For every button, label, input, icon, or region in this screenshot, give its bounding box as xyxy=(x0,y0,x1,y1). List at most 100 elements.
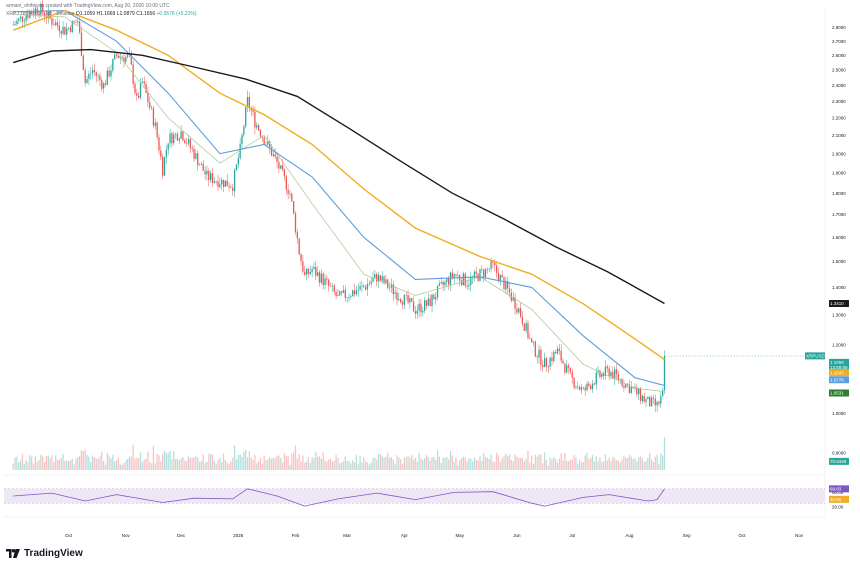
volume-bar xyxy=(503,455,505,470)
candle-body xyxy=(66,28,68,35)
volume-bar xyxy=(599,457,601,470)
volume-bar xyxy=(125,460,127,470)
volume-bar xyxy=(656,454,658,470)
volume-bar xyxy=(304,462,306,470)
candle-body xyxy=(479,269,481,281)
x-tick-label: Aug xyxy=(625,533,634,538)
volume-bar xyxy=(154,463,156,470)
volume-bar xyxy=(634,458,636,470)
candle-body xyxy=(529,337,531,339)
candle-body xyxy=(488,268,490,270)
volume-bar xyxy=(564,452,566,470)
volume-bar xyxy=(424,458,426,470)
volume-bar xyxy=(186,461,188,470)
candle-body xyxy=(364,287,367,290)
volume-bar xyxy=(377,453,380,470)
volume-bar xyxy=(40,454,42,470)
candle-body xyxy=(553,352,555,362)
candle-body xyxy=(43,12,46,17)
candle-body xyxy=(58,25,60,32)
candle-body xyxy=(400,299,402,303)
volume-bar xyxy=(580,462,583,470)
x-tick-label: Jun xyxy=(513,533,521,538)
volume-bar xyxy=(43,462,46,470)
volume-bar xyxy=(66,460,68,470)
candle-body xyxy=(604,366,607,376)
volume-bar xyxy=(91,455,94,470)
candle-body xyxy=(355,290,358,295)
volume-bar xyxy=(433,456,435,470)
candle-body xyxy=(309,271,311,274)
candle-body xyxy=(230,187,232,188)
price-axis[interactable]: 2.8000 2.7000 2.6000 2.5000 2.4000 2.3000 2.20… xyxy=(832,25,846,455)
candle-body xyxy=(457,275,459,276)
candle-body xyxy=(226,180,228,186)
volume-bar xyxy=(49,458,51,470)
y-tick-label: 1.2000 xyxy=(832,343,846,348)
candle-body xyxy=(138,95,140,98)
candle-body xyxy=(588,383,590,386)
volume-bar xyxy=(492,461,494,470)
candle-body xyxy=(14,24,16,26)
candle-body xyxy=(447,278,450,285)
volume-bar xyxy=(547,465,549,470)
symbol-name[interactable]: XRP / TetherUS · 1D · Binance xyxy=(6,11,75,17)
volume-bar xyxy=(106,452,108,470)
price-label-bg xyxy=(829,389,849,397)
volume-bar xyxy=(494,461,496,470)
candle-body xyxy=(361,285,363,287)
candle-body xyxy=(51,18,53,25)
rsi-tick-label: 20.00 xyxy=(832,504,844,509)
time-axis[interactable]: Oct Nov Dec 2026 Feb Mar Apr May Jun Jul Aug Sep Oct… xyxy=(65,533,804,538)
candle-body xyxy=(649,396,651,407)
price-label-bg xyxy=(829,363,849,371)
candle-body xyxy=(267,141,269,145)
volume-bar xyxy=(562,460,564,470)
candle-body xyxy=(328,279,330,286)
volume-bar xyxy=(206,461,208,470)
volume-bar xyxy=(400,459,402,470)
rsi-label: 40.86 xyxy=(830,497,842,502)
volume-bar xyxy=(615,460,618,470)
volume-bar xyxy=(582,461,584,470)
candle-body xyxy=(174,133,177,135)
candle-body xyxy=(663,356,666,391)
volume-bar xyxy=(508,454,511,470)
volume-bar xyxy=(123,463,125,470)
volume-bar xyxy=(525,458,527,470)
volume-bar xyxy=(51,455,53,470)
candle-body xyxy=(340,291,343,293)
tradingview-logo[interactable]: TradingView xyxy=(6,548,83,559)
candle-body xyxy=(647,396,649,400)
candle-body xyxy=(580,387,583,390)
volume-bar xyxy=(152,445,155,470)
candle-body xyxy=(619,379,621,380)
symbol-header: XRP / TetherUS · 1D · Binance O1.1059 H1… xyxy=(6,11,197,17)
candle-body xyxy=(304,271,306,275)
volume-bar xyxy=(385,456,387,470)
volume-bar xyxy=(647,457,649,470)
volume-bar xyxy=(47,455,49,470)
candle-body xyxy=(440,282,442,284)
volume-bar xyxy=(608,457,610,470)
candle-body xyxy=(442,282,444,286)
volume-bar xyxy=(328,459,330,470)
volume-bar xyxy=(298,454,300,470)
candle-body xyxy=(184,140,186,144)
volume-bar xyxy=(121,464,123,470)
candle-body xyxy=(543,358,546,368)
x-tick-label: Feb xyxy=(292,533,300,538)
candle-body xyxy=(638,388,640,395)
candle-body xyxy=(163,157,166,176)
candle-body xyxy=(366,284,369,290)
candle-body xyxy=(610,372,612,377)
ema-lines xyxy=(12,9,665,392)
candle-body xyxy=(108,70,110,77)
volume-bar xyxy=(359,455,361,470)
volume-bar xyxy=(78,455,81,470)
candle-body xyxy=(342,290,345,293)
candle-body xyxy=(593,383,596,385)
candle-body xyxy=(213,181,215,183)
candle-body xyxy=(460,280,463,286)
